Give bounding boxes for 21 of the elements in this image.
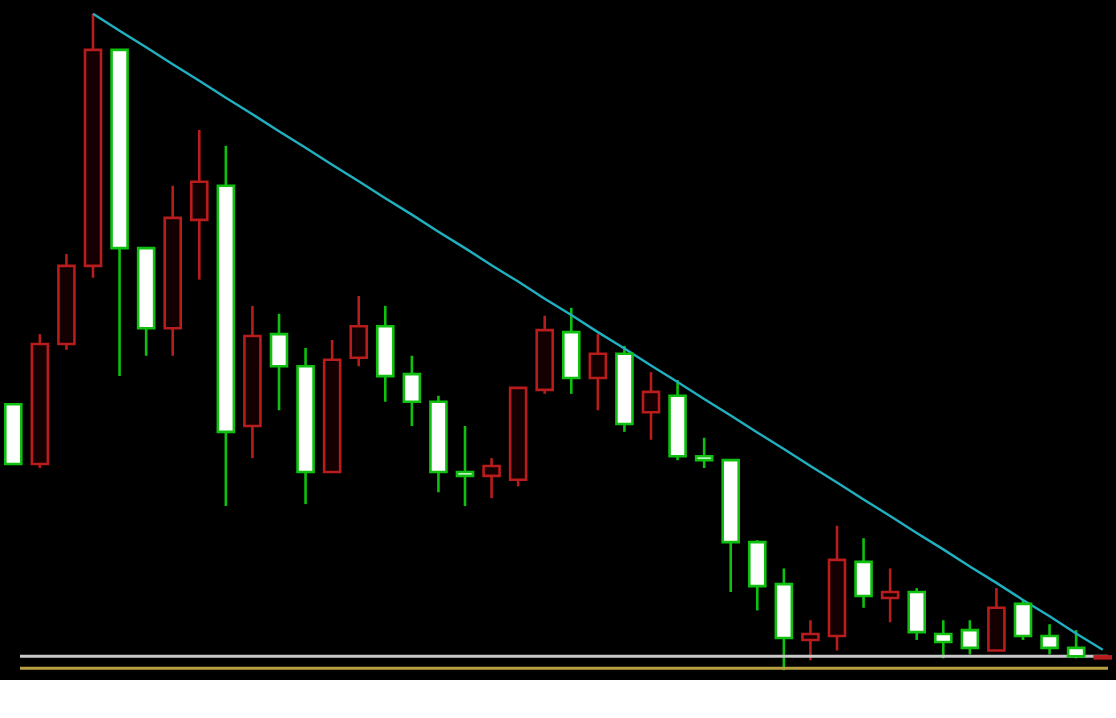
candlestick — [694, 436, 714, 470]
candlestick — [269, 312, 289, 412]
candlestick — [854, 536, 873, 610]
candlestick — [561, 306, 581, 396]
candlestick — [402, 354, 422, 428]
candlestick — [1040, 622, 1059, 656]
candlestick — [907, 586, 927, 642]
candlestick — [1013, 598, 1033, 642]
candlestick — [880, 567, 900, 624]
candlestick — [588, 332, 608, 412]
candlestick — [987, 586, 1006, 652]
candlestick — [641, 370, 661, 442]
candlestick — [1066, 628, 1086, 660]
candlestick — [747, 538, 767, 612]
candlestick — [455, 424, 475, 508]
candlestick — [349, 294, 369, 368]
candlestick — [801, 618, 820, 662]
candlestick — [482, 456, 501, 500]
candlestick — [960, 618, 980, 656]
candlestick — [189, 128, 209, 281]
candlestick — [933, 618, 953, 660]
